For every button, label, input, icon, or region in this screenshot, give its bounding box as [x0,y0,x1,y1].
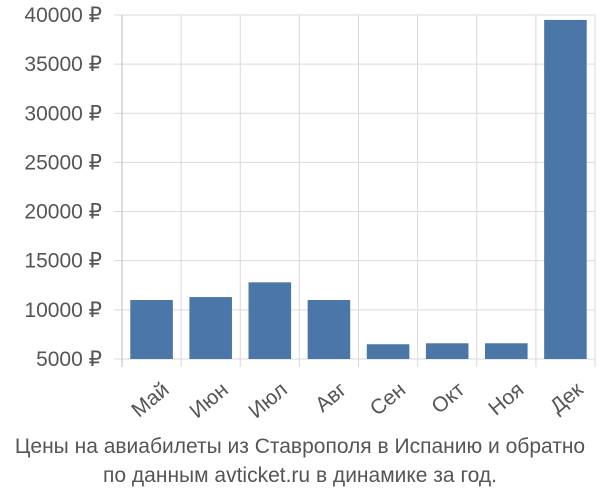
bar-4 [307,300,351,359]
x-axis-tick-labels: Май Июн Июл Авг Сен Окт Ноя Дек [127,378,588,424]
y-tick-label: 30000 ₽ [24,102,102,125]
y-tick-label: 35000 ₽ [24,53,102,76]
x-tick-label: Авг [311,378,351,417]
x-tick-label: Дек [546,378,588,419]
x-tick-label: Май [127,378,173,422]
bar-chart: 5000 ₽ 10000 ₽ 15000 ₽ 20000 ₽ 25000 ₽ 30000 … [24,4,596,424]
bar-5 [366,344,410,359]
y-tick-label: 5000 ₽ [36,348,102,371]
grid-lines [114,14,596,367]
bar-6 [425,343,469,359]
bar-2 [189,297,232,359]
x-tick-label: Июн [185,378,232,423]
y-tick-label: 10000 ₽ [24,299,102,322]
bars [130,19,587,360]
bar-7 [485,343,528,359]
chart-caption-line-1: Цены на авиабилеты из Ставрополя в Испан… [14,435,586,458]
y-tick-label: 40000 ₽ [24,4,102,27]
bar-3 [248,282,292,359]
bar-1 [130,300,173,359]
x-tick-label: Сен [366,378,410,420]
y-tick-label: 25000 ₽ [24,151,102,174]
x-tick-label: Июл [244,378,291,423]
y-tick-label: 20000 ₽ [24,201,102,224]
y-tick-label: 15000 ₽ [24,250,102,273]
x-tick-label: Окт [427,378,469,419]
x-tick-label: Ноя [484,378,528,420]
y-axis-tick-labels: 5000 ₽ 10000 ₽ 15000 ₽ 20000 ₽ 25000 ₽ 30000 … [24,4,102,371]
chart-caption-line-2: по данным avticket.ru в динамике за год. [103,464,497,487]
bar-8 [544,19,587,360]
